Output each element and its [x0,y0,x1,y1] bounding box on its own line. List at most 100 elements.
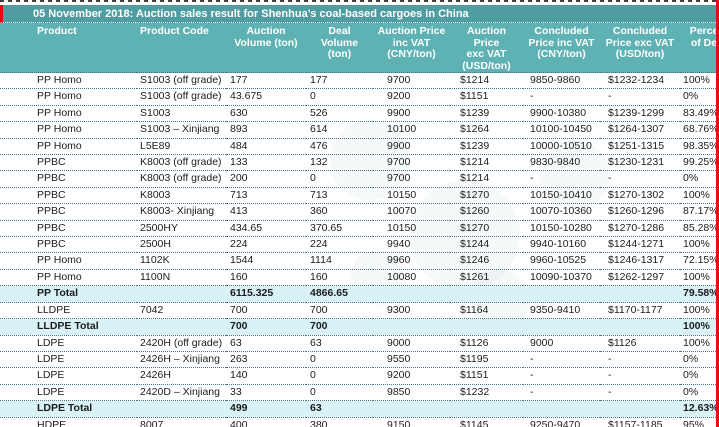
cell-concluded-price-exc-vat: $1239-1299 [600,105,680,123]
table-row: HDPE 8007 400 380 9150 $1145 9250-9470 $1157-11… [0,417,719,427]
cell-auction-volume: 200 [226,170,306,188]
cell-product: PP Homo [0,269,137,287]
cell-product-code [137,318,226,336]
table-row: PPBC K8003- Xinjiang 413 360 10070 $1260 10070… [0,203,719,221]
cell-concluded-price-exc-vat: - [600,351,680,369]
report-title: 05 November 2018: Auction sales result f… [0,5,716,23]
column-header-deal-volume: Deal Volume (ton) [306,23,373,73]
column-header-auction-price-exc-vat: Auction Price exc VAT (USD/ton) [450,23,523,73]
cell-concluded-price-inc-vat: - [523,367,600,385]
cell-percentage-of-deal: 100% [680,269,719,287]
cell-deal-volume: 713 [306,187,373,205]
cell-auction-volume: 700 [226,302,306,320]
table-row: PPBC K8003 (off grade) 200 0 9700 $1214- -0% [0,170,719,188]
cell-auction-volume: 434.65 [226,220,306,238]
cell-concluded-price-exc-vat: - [600,384,680,402]
cell-product-code: K8003- Xinjiang [137,203,226,221]
cell-deal-volume: 370.65 [306,220,373,238]
cell-percentage-of-deal: 85.28% [680,220,719,238]
table-row: LLDPE 7042 700 700 9300 $1164 9350-9410 $1170-1… [0,302,719,320]
cell-deal-volume: 476 [306,138,373,156]
table-row: PPBC K8003 713 713 10150 $1270 10150-10410 $127… [0,187,719,205]
cell-concluded-price-exc-vat: $1251-1315 [600,138,680,156]
cell-auction-price-exc-vat: $1246 [450,252,523,270]
cell-percentage-of-deal: 72.15% [680,252,719,270]
cell-auction-volume: 400 [226,417,306,427]
cell-concluded-price-inc-vat [523,318,600,336]
cell-deal-volume: 132 [306,154,373,172]
cell-auction-price-inc-vat: 9940 [373,236,450,254]
auction-table: Product Product Code Auction Volume (ton) D… [0,23,719,427]
total-row: PP Total 6115.325 4866.65 79.58% [0,285,719,303]
cell-product-code: 7042 [137,302,226,320]
cell-deal-volume: 63 [306,335,373,352]
cell-product-code: S1003 (off grade) [137,88,226,106]
cell-product-code: K8003 [137,187,226,205]
cell-auction-volume: 1544 [226,252,306,270]
cell-product: PP Homo [0,121,137,139]
cell-product: LDPE [0,384,137,402]
table-row: LDPE 2420H (off grade) 63 63 9000 $1126 9000 $1… [0,335,719,352]
cell-auction-price-inc-vat: 9700 [373,154,450,172]
table-row: PP Homo S1003 (off grade) 177 177 9700 $1214 9… [0,72,719,90]
total-row: LLDPE Total 700 700 100% [0,318,719,336]
cell-deal-volume: 160 [306,269,373,287]
cell-auction-price-inc-vat: 9850 [373,384,450,402]
cell-product: LLDPE [0,302,137,320]
cell-percentage-of-deal: 83.49% [680,105,719,123]
cell-auction-price-inc-vat: 10070 [373,203,450,221]
cell-concluded-price-exc-vat: $1246-1317 [600,252,680,270]
cell-auction-price-exc-vat: $1264 [450,121,523,139]
cell-concluded-price-inc-vat: 10100-10450 [523,121,600,139]
cell-concluded-price-exc-vat: - [600,170,680,188]
cell-auction-price-exc-vat: $1145 [450,417,523,427]
cell-auction-price-inc-vat: 9150 [373,417,450,427]
cell-auction-price-inc-vat [373,400,450,418]
cell-product-code: 2420D – Xinjiang [137,384,226,402]
cell-concluded-price-inc-vat: 10000-10510 [523,138,600,156]
column-header-auction-volume: Auction Volume (ton) [226,23,306,73]
cell-percentage-of-deal: 100% [680,187,719,205]
table-row: LDPE 2426H 140 0 9200 $1151- -0% [0,367,719,385]
cell-auction-price-inc-vat: 9960 [373,252,450,270]
cell-auction-price-exc-vat: $1270 [450,187,523,205]
cell-product-code: S1003 – Xinjiang [137,121,226,139]
cell-auction-volume: 160 [226,269,306,287]
cell-auction-price-inc-vat [373,318,450,336]
cell-product-code: 8007 [137,417,226,427]
cell-auction-volume: 499 [226,400,306,418]
cell-concluded-price-exc-vat: $1260-1296 [600,203,680,221]
cell-auction-volume: 484 [226,138,306,156]
cell-product: PP Homo [0,72,137,90]
column-header-concluded-price-exc-vat: Concluded Price exc VAT (USD/ton) [600,23,680,73]
cell-percentage-of-deal: 0% [680,88,719,106]
cell-concluded-price-exc-vat: - [600,88,680,106]
cell-deal-volume: 614 [306,121,373,139]
column-header-concluded-price-inc-vat: Concluded Price inc VAT (CNY/ton) [523,23,600,73]
cell-concluded-price-inc-vat: 9850-9860 [523,72,600,90]
cell-auction-price-exc-vat: $1239 [450,105,523,123]
cell-concluded-price-exc-vat [600,400,680,418]
cell-concluded-price-inc-vat: 10150-10280 [523,220,600,238]
table-row: PP Homo 1102K 1544 1114 9960 $1246 9960-10525 $… [0,252,719,270]
cell-deal-volume: 0 [306,170,373,188]
cell-product: LDPE [0,335,137,352]
cell-concluded-price-exc-vat: $1157-1185 [600,417,680,427]
cell-concluded-price-inc-vat: 10090-10370 [523,269,600,287]
cell-auction-price-exc-vat: $1195 [450,351,523,369]
cell-auction-price-exc-vat: $1239 [450,138,523,156]
cell-auction-price-exc-vat: $1214 [450,170,523,188]
cell-concluded-price-inc-vat: - [523,88,600,106]
cell-deal-volume: 1114 [306,252,373,270]
cell-product-code: 2500H [137,236,226,254]
cell-auction-volume: 63 [226,335,306,352]
cell-auction-price-inc-vat: 10150 [373,187,450,205]
cell-product: PP Homo [0,252,137,270]
cell-percentage-of-deal: 0% [680,351,719,369]
cell-percentage-of-deal: 100% [680,72,719,90]
cell-auction-volume: 700 [226,318,306,336]
cell-concluded-price-exc-vat: - [600,367,680,385]
cell-deal-volume: 63 [306,400,373,418]
cell-concluded-price-exc-vat [600,285,680,303]
cell-concluded-price-exc-vat [600,318,680,336]
